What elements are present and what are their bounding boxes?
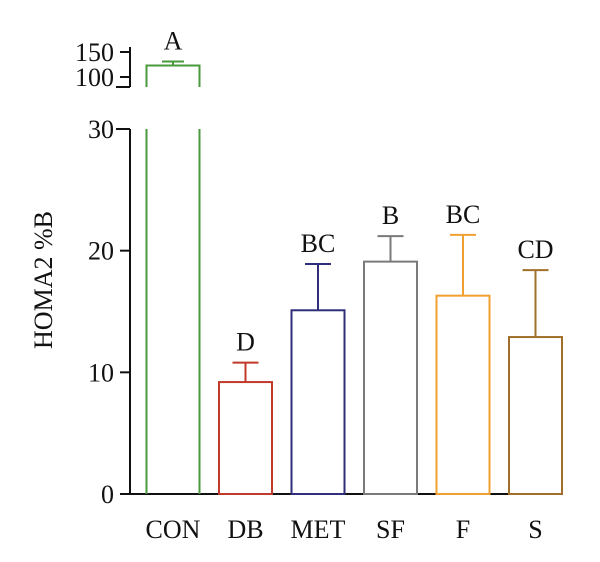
bar [290, 309, 346, 495]
y-axis-label: HOMA2 %B [29, 211, 58, 349]
bar [508, 336, 563, 495]
y-tick-label: 150 [75, 38, 114, 67]
significance-letter: A [164, 27, 183, 56]
significance-letter: D [236, 328, 255, 357]
y-tick-label: 20 [88, 237, 114, 266]
y-tick-label: 100 [75, 63, 114, 92]
bars [145, 60, 563, 496]
x-tick-label: SF [376, 515, 405, 544]
y-tick-label: 10 [88, 358, 114, 387]
y-tick-label: 0 [101, 480, 114, 509]
bar [218, 381, 273, 496]
significance-letter: CD [517, 235, 553, 264]
significance-letter: BC [446, 200, 481, 229]
bar [145, 64, 201, 87]
x-tick-label: DB [227, 515, 263, 544]
y-tick-label: 30 [88, 115, 114, 144]
x-tick-label: MET [291, 515, 346, 544]
bar [435, 294, 491, 495]
significance-letter: BC [301, 229, 336, 258]
x-tick-label: CON [146, 515, 201, 544]
bar [363, 260, 418, 495]
significance-letter: B [382, 201, 399, 230]
bar [145, 129, 201, 494]
x-tick-label: S [528, 515, 542, 544]
x-tick-label: F [456, 515, 470, 544]
axes [116, 47, 548, 495]
